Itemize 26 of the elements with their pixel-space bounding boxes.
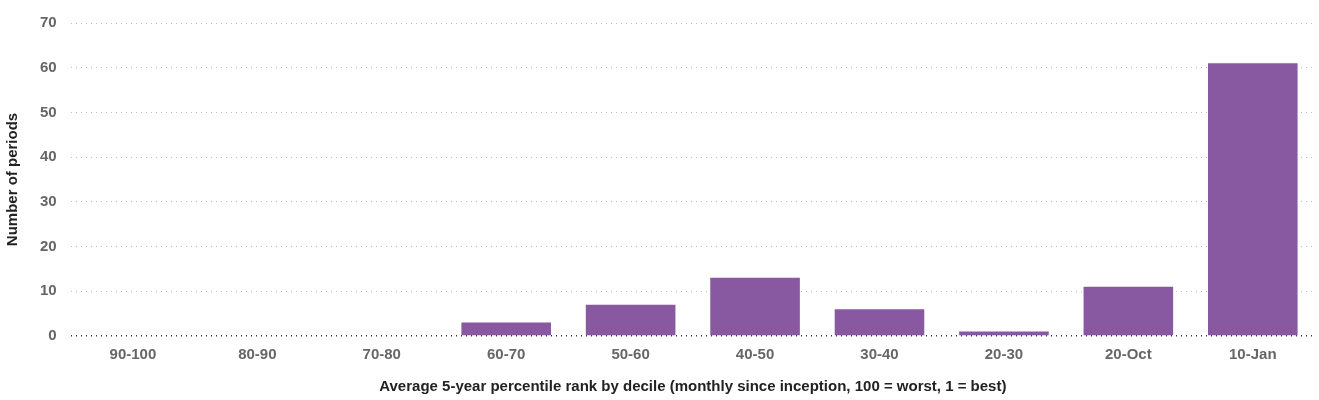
x-tick-label: 10-Jan: [1229, 345, 1277, 363]
bar: [834, 309, 925, 336]
x-axis-title: Average 5-year percentile rank by decile (monthly since inception, 100 = worst, 1 = best): [379, 377, 1007, 395]
x-tick-label: 80-90: [238, 345, 277, 363]
x-tick-label: 20-30: [984, 345, 1024, 363]
x-tick-label: 40-50: [735, 345, 775, 363]
x-tick-label: 50-60: [611, 345, 650, 363]
x-tick-label: 90-100: [109, 345, 157, 363]
x-tick-label: 20-Oct: [1105, 345, 1152, 363]
y-tick-label: 40: [40, 147, 57, 165]
y-tick-label: 60: [40, 57, 57, 75]
x-tick-label: 70-80: [362, 345, 401, 363]
bar: [1207, 63, 1298, 336]
bar: [585, 304, 676, 336]
x-tick-label: 60-70: [487, 345, 526, 363]
bar: [461, 322, 551, 336]
bar: [710, 277, 800, 336]
bar: [1083, 286, 1174, 336]
y-tick-label: 50: [40, 102, 57, 120]
y-tick-label: 70: [40, 13, 57, 31]
y-tick-label: 10: [40, 281, 57, 299]
y-tick-label: 30: [40, 192, 57, 209]
x-tick-label: 30-40: [860, 345, 899, 363]
y-tick-label: 0: [48, 326, 57, 344]
y-axis-title: Number of periods: [3, 112, 21, 247]
y-tick-label: 20: [40, 236, 57, 254]
